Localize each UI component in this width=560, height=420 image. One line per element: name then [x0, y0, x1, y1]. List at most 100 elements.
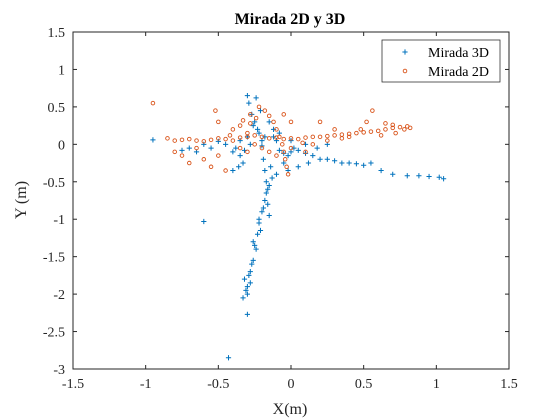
legend-label-mirada-3d: Mirada 3D	[428, 46, 489, 61]
data-point	[256, 104, 262, 110]
legend-marker-mirada-3d	[402, 49, 408, 55]
data-point	[256, 130, 262, 136]
data-point	[237, 123, 243, 128]
data-point	[208, 145, 214, 151]
legend: Mirada 3D Mirada 2D	[381, 39, 501, 83]
data-point	[244, 93, 250, 99]
data-point	[268, 164, 274, 170]
data-point	[246, 100, 252, 106]
data-point	[259, 134, 265, 140]
data-point	[266, 119, 272, 125]
x-tick-label: -1.5	[62, 377, 84, 392]
data-point	[247, 280, 253, 286]
data-point	[370, 108, 375, 113]
data-point	[259, 209, 265, 215]
data-point	[262, 197, 268, 204]
data-point	[250, 239, 256, 245]
data-point	[208, 137, 214, 143]
data-point	[266, 149, 272, 155]
data-point	[244, 311, 250, 317]
data-point	[230, 149, 236, 155]
data-point	[383, 121, 388, 126]
data-point	[223, 136, 228, 142]
data-point	[216, 153, 221, 158]
data-point	[332, 158, 338, 164]
data-point	[259, 145, 265, 151]
data-point	[225, 355, 232, 361]
data-point	[274, 153, 279, 158]
data-point	[277, 134, 282, 140]
data-point	[332, 133, 337, 138]
data-point	[281, 112, 286, 117]
data-point	[247, 269, 253, 275]
data-point	[404, 173, 410, 179]
data-point	[317, 156, 323, 162]
data-point	[285, 152, 291, 159]
data-point	[332, 127, 337, 132]
data-point	[227, 133, 233, 138]
data-point	[216, 136, 221, 141]
data-point	[375, 128, 381, 134]
legend-label-mirada-2d: Mirada 2D	[428, 65, 489, 80]
y-tick-label: -1.5	[43, 251, 65, 266]
x-tick-label: 1.5	[500, 377, 518, 392]
data-point	[324, 156, 330, 162]
data-point	[253, 95, 259, 101]
data-point	[285, 172, 291, 177]
data-point	[257, 227, 264, 234]
data-point	[390, 171, 396, 177]
data-point	[201, 157, 207, 162]
data-point	[339, 160, 345, 166]
data-point	[269, 175, 275, 181]
data-point	[296, 136, 301, 142]
data-point	[295, 164, 301, 170]
data-point	[265, 186, 271, 192]
data-point	[252, 119, 258, 125]
data-point	[237, 135, 243, 140]
data-point	[252, 242, 258, 249]
data-point	[201, 139, 207, 144]
y-tick-label: 0.5	[48, 101, 66, 116]
data-point	[295, 147, 301, 153]
x-tick-label: -1	[140, 377, 152, 392]
data-point	[274, 127, 279, 132]
data-point	[281, 160, 287, 166]
data-point	[244, 291, 250, 297]
data-point	[237, 145, 243, 151]
data-point	[254, 126, 261, 132]
y-axis-title: Y (m)	[13, 181, 30, 219]
data-point	[233, 145, 239, 151]
data-point	[223, 141, 229, 147]
data-point	[194, 145, 199, 151]
y-tick-label: -0.5	[43, 176, 65, 191]
data-point	[310, 142, 316, 147]
plot-area-frame	[72, 31, 510, 370]
data-point	[407, 125, 413, 131]
data-point	[260, 205, 266, 211]
data-point	[288, 136, 294, 141]
data-point	[215, 138, 221, 144]
data-point	[223, 168, 228, 173]
data-point	[265, 201, 271, 207]
data-point	[240, 295, 246, 301]
data-point	[266, 136, 272, 141]
series-mirada-2d	[150, 100, 413, 177]
data-point	[378, 133, 384, 138]
data-point	[273, 171, 280, 177]
legend-marker	[402, 49, 408, 55]
data-point	[244, 284, 250, 290]
data-point	[236, 164, 242, 170]
data-point	[346, 134, 352, 140]
data-point	[246, 272, 252, 278]
data-point	[361, 162, 367, 168]
x-axis-title: X(m)	[273, 401, 308, 418]
data-point	[172, 138, 177, 143]
data-point	[245, 130, 250, 136]
data-point	[390, 125, 395, 131]
data-point	[179, 147, 185, 153]
data-point	[383, 127, 388, 132]
data-point	[270, 126, 277, 132]
y-tick-label: -1	[53, 213, 65, 228]
